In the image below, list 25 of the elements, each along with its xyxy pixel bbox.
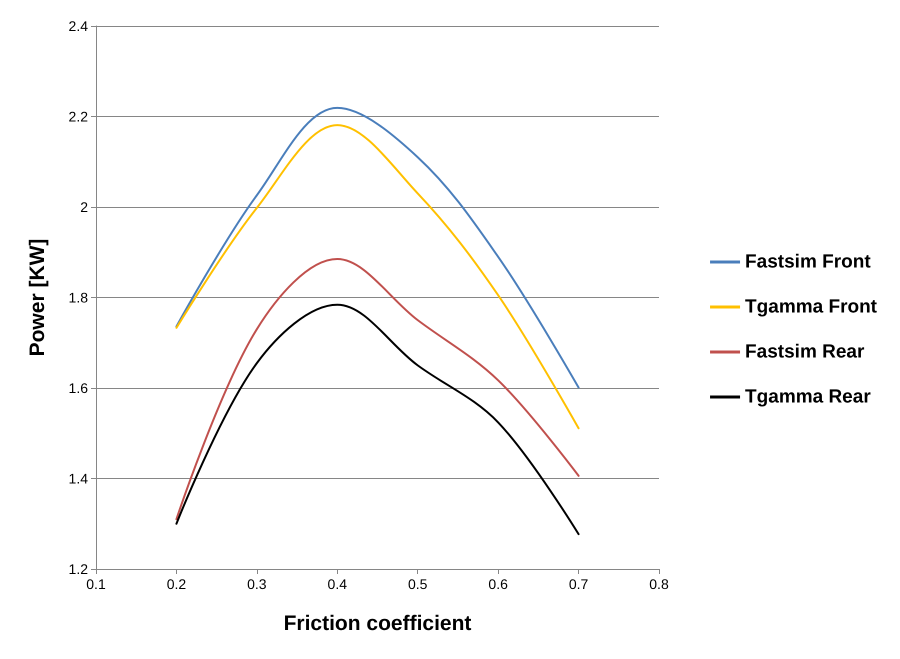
x-tick-label: 0.3	[247, 576, 267, 592]
y-tick-label: 2.2	[68, 108, 88, 124]
x-tick-label: 0.8	[649, 576, 669, 592]
y-tick-label: 2	[80, 199, 88, 215]
legend-label: Fastsim Front	[745, 252, 872, 272]
x-tick-label: 0.4	[328, 576, 348, 592]
line-series	[175, 124, 580, 430]
legend-label: Tgamma Rear	[745, 386, 872, 408]
x-tick-label: 0.5	[408, 576, 428, 592]
x-tick-label: 0.7	[568, 576, 589, 592]
line-series	[175, 304, 580, 536]
line-series	[175, 258, 580, 520]
x-tick-label: 0.1	[86, 576, 106, 592]
y-tick-label: 2.4	[68, 18, 88, 34]
x-axis-title: Friction coefficient	[284, 612, 472, 635]
x-tick-label: 0.2	[166, 576, 186, 592]
x-tick-label: 0.6	[488, 576, 508, 592]
line-series	[175, 106, 580, 389]
legend-label: Fastsim Rear	[745, 342, 865, 362]
y-tick-label: 1.8	[68, 290, 88, 306]
y-tick-label: 1.6	[68, 380, 88, 396]
y-axis-title: Power [KW]	[26, 238, 49, 356]
y-tick-label: 1.2	[68, 561, 88, 577]
y-tick-label: 1.4	[68, 470, 88, 486]
legend-label: Tgamma Front	[745, 296, 878, 318]
